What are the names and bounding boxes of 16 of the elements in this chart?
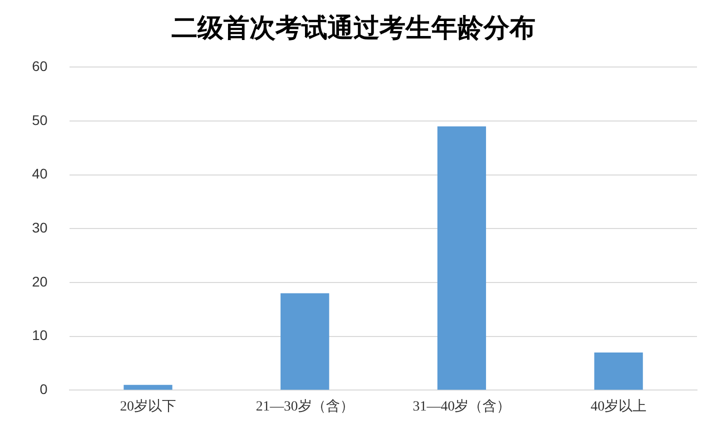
x-tick-label: 31—40岁（含）: [412, 398, 511, 414]
y-tick-label: 20: [32, 273, 48, 290]
bar: [437, 126, 486, 390]
y-tick-label: 60: [32, 58, 48, 74]
y-tick-label: 10: [32, 327, 48, 344]
bar: [280, 293, 330, 390]
y-tick-label: 50: [32, 112, 48, 128]
chart-title: 二级首次考试通过考生年龄分布: [172, 13, 536, 42]
bar: [594, 352, 643, 390]
bar: [124, 384, 172, 390]
x-tick-label: 20岁以下: [120, 398, 176, 414]
x-tick-label: 21—30岁（含）: [256, 398, 354, 414]
y-tick-label: 0: [40, 381, 48, 398]
y-tick-label: 30: [32, 220, 48, 236]
x-tick-label: 40岁以上: [590, 398, 647, 414]
y-tick-label: 40: [32, 166, 48, 182]
